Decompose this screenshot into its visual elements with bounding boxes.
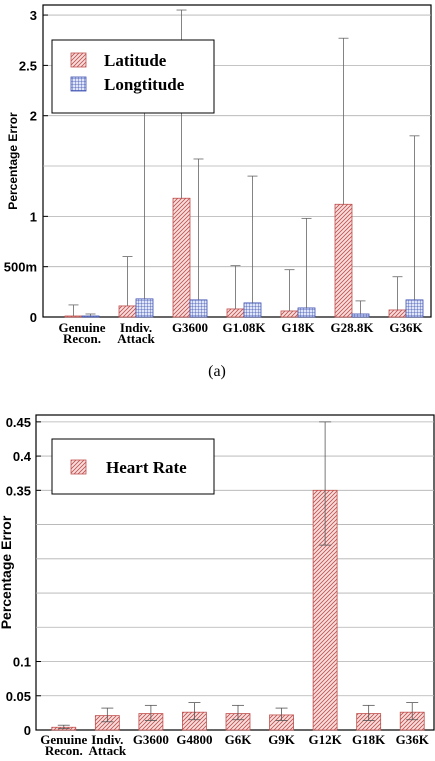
y-tick-label: 0.45	[6, 415, 31, 430]
y-tick-label: 0.35	[6, 483, 31, 498]
y-axis-label: Percentage Error	[0, 515, 14, 629]
legend-box	[51, 39, 215, 114]
bar-latitude	[172, 197, 191, 318]
y-tick-label: 1	[30, 209, 37, 224]
chart-a: 0 500m 1 2 2.5 3 Percentage Error GenuineRecon.…	[4, 4, 432, 380]
bar-latitude	[280, 310, 299, 318]
category-label: G28.8K	[331, 320, 375, 335]
y-tick-label: 2.5	[19, 58, 37, 73]
bar-longtitude	[81, 315, 100, 318]
category-label: G12K	[308, 732, 342, 747]
category-label: Genuine	[59, 320, 106, 335]
category-label: G3600	[133, 732, 169, 747]
category-label: G1.08K	[223, 320, 267, 335]
category-label: Recon.	[63, 331, 101, 346]
bar-longtitude	[405, 299, 424, 318]
y-tick-label: 0.05	[6, 689, 31, 704]
bar-longtitude	[351, 313, 370, 318]
bar-longtitude	[135, 298, 154, 318]
y-tick-label: 0.4	[13, 449, 32, 464]
legend-swatch	[70, 52, 87, 68]
category-label: G36K	[389, 320, 423, 335]
legend-label: Heart Rate	[106, 458, 187, 477]
category-label: Attack	[89, 743, 127, 758]
category-label: Indiv.	[120, 320, 152, 335]
y-tick-label: 0.1	[13, 655, 31, 670]
bar-latitude	[118, 305, 137, 318]
legend: Latitude Longtitude	[51, 39, 215, 114]
category-label: G3600	[172, 320, 208, 335]
y-tick-label: 0	[30, 310, 37, 325]
category-label: G6K	[225, 732, 253, 747]
bar-latitude	[388, 309, 407, 318]
category-label: Genuine	[40, 732, 87, 747]
bar-latitude	[64, 315, 83, 318]
y-tick-label: 3	[30, 8, 37, 23]
legend-swatch	[70, 459, 87, 475]
legend-label: Latitude	[104, 51, 167, 70]
legend-swatch	[70, 76, 87, 92]
y-tick-label: 2	[30, 109, 37, 124]
bar-longtitude	[297, 307, 316, 318]
caption: (a)	[208, 363, 226, 380]
bar-longtitude	[189, 299, 208, 318]
bar-longtitude	[243, 302, 262, 318]
bar-latitude	[226, 308, 245, 318]
category-label: G36K	[396, 732, 430, 747]
y-tick-label: 500m	[4, 260, 37, 275]
category-label: G18K	[352, 732, 386, 747]
category-label: G18K	[281, 320, 315, 335]
y-tick-label: 0	[24, 723, 31, 738]
category-label: Indiv.	[91, 732, 123, 747]
chart-b: 0 0.05 0.1 0.35 0.4 0.45 Percentage Error Genui…	[0, 414, 435, 758]
category-label: G4800	[176, 732, 212, 747]
y-axis-label: Percentage Error	[6, 112, 20, 210]
bar-latitude	[334, 203, 353, 318]
category-label: G9K	[268, 732, 296, 747]
category-label: Attack	[117, 331, 155, 346]
legend: Heart Rate	[51, 438, 215, 495]
category-label: Recon.	[45, 743, 83, 758]
legend-label: Longtitude	[104, 75, 185, 94]
